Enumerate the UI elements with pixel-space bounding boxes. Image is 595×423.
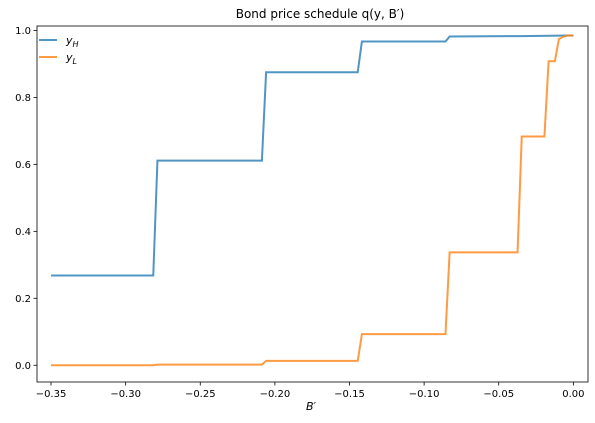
- legend: yH yL: [39, 34, 79, 66]
- plot-area: [51, 34, 574, 367]
- x-tick-label: 0.00: [562, 389, 584, 400]
- y-tick-label: 0.6: [15, 160, 31, 171]
- series-line-y-l: [51, 34, 574, 367]
- chart-title: Bond price schedule q(y, B′): [236, 7, 405, 21]
- legend-label-y-h: yH: [65, 34, 79, 49]
- x-axis-label: B′: [306, 400, 317, 413]
- axes-frame: [36, 25, 589, 383]
- x-tick-label: −0.35: [36, 389, 67, 400]
- x-tick-label: −0.15: [334, 389, 365, 400]
- y-tick-label: 0.8: [15, 93, 31, 104]
- axes: −0.35 −0.30 −0.25 −0.20 −0.15 −0.10 −0.05 0.00 0…: [15, 25, 589, 400]
- y-tick-label: 0.2: [15, 294, 31, 305]
- x-tick-label: −0.25: [185, 389, 216, 400]
- y-tick-label: 1.0: [15, 26, 31, 37]
- series-line-y-h: [51, 34, 574, 277]
- x-tick-label: −0.05: [483, 389, 514, 400]
- x-tick-label: −0.10: [409, 389, 440, 400]
- y-tick-label: 0.0: [15, 361, 31, 372]
- x-tick-label: −0.30: [110, 389, 141, 400]
- y-tick-label: 0.4: [15, 227, 31, 238]
- legend-label-y-l: yL: [65, 51, 77, 66]
- x-tick-label: −0.20: [260, 389, 291, 400]
